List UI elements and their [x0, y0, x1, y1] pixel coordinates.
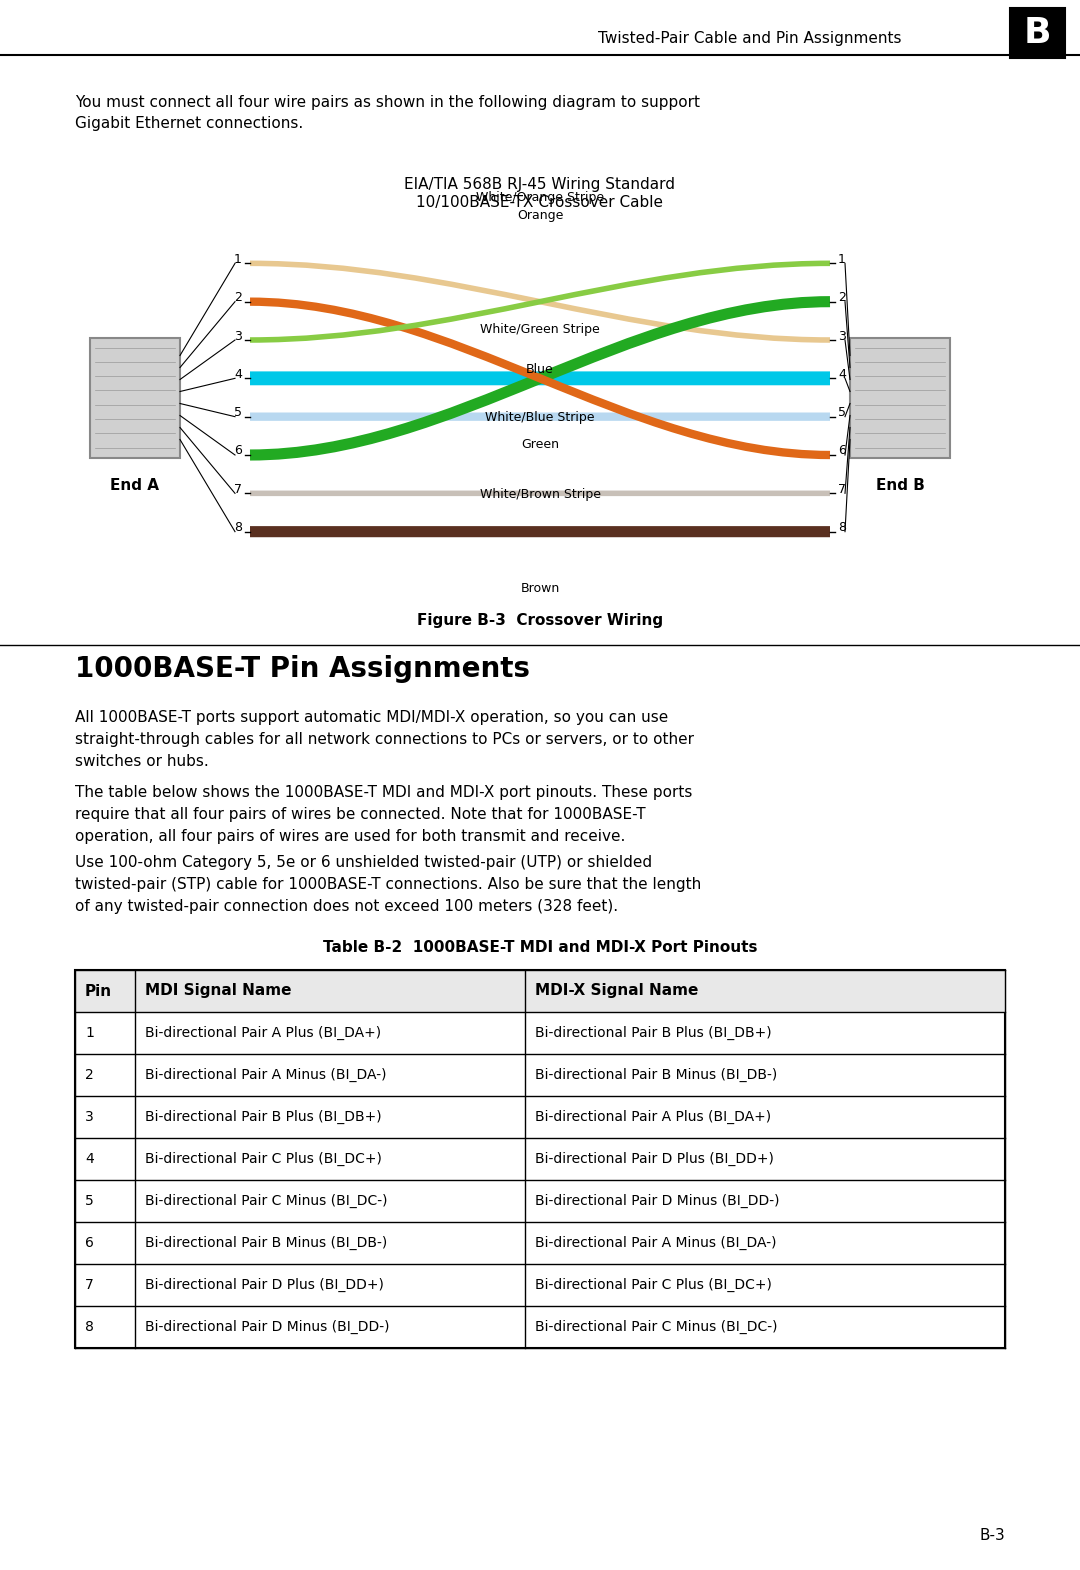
Text: Bi-directional Pair D Minus (BI_DD-): Bi-directional Pair D Minus (BI_DD-): [535, 1193, 780, 1207]
Text: 7: 7: [838, 484, 846, 496]
Text: Figure B-3  Crossover Wiring: Figure B-3 Crossover Wiring: [417, 612, 663, 628]
Text: 4: 4: [838, 367, 846, 382]
Text: Bi-directional Pair D Minus (BI_DD-): Bi-directional Pair D Minus (BI_DD-): [145, 1320, 390, 1334]
Text: Bi-directional Pair C Minus (BI_DC-): Bi-directional Pair C Minus (BI_DC-): [145, 1193, 388, 1207]
FancyBboxPatch shape: [1010, 8, 1065, 58]
Text: Bi-directional Pair C Plus (BI_DC+): Bi-directional Pair C Plus (BI_DC+): [535, 1278, 772, 1292]
Text: Bi-directional Pair B Plus (BI_DB+): Bi-directional Pair B Plus (BI_DB+): [535, 1025, 771, 1039]
Text: 6: 6: [85, 1236, 94, 1250]
Text: 5: 5: [838, 407, 846, 419]
Text: 3: 3: [838, 330, 846, 342]
Text: Bi-directional Pair D Plus (BI_DD+): Bi-directional Pair D Plus (BI_DD+): [145, 1278, 383, 1292]
Text: 1: 1: [85, 1027, 94, 1039]
Text: The table below shows the 1000BASE-T MDI and MDI-X port pinouts. These ports
req: The table below shows the 1000BASE-T MDI…: [75, 785, 692, 845]
Text: End A: End A: [110, 477, 160, 493]
Bar: [75, 970, 1005, 1349]
Text: Blue: Blue: [526, 363, 554, 375]
Text: 6: 6: [234, 444, 242, 457]
FancyBboxPatch shape: [90, 338, 180, 457]
Text: Bi-directional Pair B Minus (BI_DB-): Bi-directional Pair B Minus (BI_DB-): [535, 1068, 778, 1082]
Text: B: B: [1023, 16, 1051, 50]
Text: 2: 2: [234, 290, 242, 305]
Text: 1000BASE-T Pin Assignments: 1000BASE-T Pin Assignments: [75, 655, 530, 683]
Text: 5: 5: [85, 1195, 94, 1207]
Text: Bi-directional Pair A Plus (BI_DA+): Bi-directional Pair A Plus (BI_DA+): [145, 1025, 381, 1039]
Text: 5: 5: [234, 407, 242, 419]
Text: White/Brown Stripe: White/Brown Stripe: [480, 488, 600, 501]
Text: 4: 4: [85, 1152, 94, 1167]
FancyBboxPatch shape: [850, 338, 950, 457]
Text: Orange: Orange: [517, 209, 563, 221]
Text: 2: 2: [838, 290, 846, 305]
Text: Use 100-ohm Category 5, 5e or 6 unshielded twisted-pair (UTP) or shielded
twiste: Use 100-ohm Category 5, 5e or 6 unshield…: [75, 856, 701, 914]
Text: 7: 7: [234, 484, 242, 496]
Text: White/Blue Stripe: White/Blue Stripe: [485, 411, 595, 424]
Text: 8: 8: [85, 1320, 94, 1334]
Text: Bi-directional Pair A Minus (BI_DA-): Bi-directional Pair A Minus (BI_DA-): [145, 1068, 387, 1082]
Text: 1: 1: [234, 253, 242, 265]
Text: 4: 4: [234, 367, 242, 382]
Text: Bi-directional Pair D Plus (BI_DD+): Bi-directional Pair D Plus (BI_DD+): [535, 1152, 774, 1167]
Bar: [75, 970, 1005, 1013]
Text: Bi-directional Pair B Minus (BI_DB-): Bi-directional Pair B Minus (BI_DB-): [145, 1236, 388, 1250]
Text: Green: Green: [521, 438, 559, 451]
Text: 8: 8: [838, 521, 846, 534]
Text: White/Green Stripe: White/Green Stripe: [481, 322, 599, 336]
Text: Bi-directional Pair C Minus (BI_DC-): Bi-directional Pair C Minus (BI_DC-): [535, 1320, 778, 1334]
Text: 1: 1: [838, 253, 846, 265]
Text: Pin: Pin: [85, 983, 112, 999]
Text: MDI Signal Name: MDI Signal Name: [145, 983, 292, 999]
Text: Bi-directional Pair A Minus (BI_DA-): Bi-directional Pair A Minus (BI_DA-): [535, 1236, 777, 1250]
Text: 3: 3: [234, 330, 242, 342]
Text: White/Orange Stripe: White/Orange Stripe: [476, 190, 604, 204]
Text: Brown: Brown: [521, 581, 559, 595]
Text: End B: End B: [876, 477, 924, 493]
Text: 2: 2: [85, 1068, 94, 1082]
Text: Bi-directional Pair B Plus (BI_DB+): Bi-directional Pair B Plus (BI_DB+): [145, 1110, 381, 1124]
Text: 8: 8: [234, 521, 242, 534]
Text: All 1000BASE-T ports support automatic MDI/MDI-X operation, so you can use
strai: All 1000BASE-T ports support automatic M…: [75, 710, 694, 769]
Text: MDI-X Signal Name: MDI-X Signal Name: [535, 983, 699, 999]
Text: 6: 6: [838, 444, 846, 457]
Text: B-3: B-3: [980, 1528, 1005, 1542]
Text: EIA/TIA 568B RJ-45 Wiring Standard: EIA/TIA 568B RJ-45 Wiring Standard: [405, 177, 675, 193]
Text: 10/100BASE-TX Crossover Cable: 10/100BASE-TX Crossover Cable: [417, 195, 663, 209]
Text: Twisted-Pair Cable and Pin Assignments: Twisted-Pair Cable and Pin Assignments: [598, 30, 902, 46]
Text: Table B-2  1000BASE-T MDI and MDI-X Port Pinouts: Table B-2 1000BASE-T MDI and MDI-X Port …: [323, 940, 757, 955]
Text: 7: 7: [85, 1278, 94, 1292]
Text: 3: 3: [85, 1110, 94, 1124]
Text: Bi-directional Pair A Plus (BI_DA+): Bi-directional Pair A Plus (BI_DA+): [535, 1110, 771, 1124]
Text: Bi-directional Pair C Plus (BI_DC+): Bi-directional Pair C Plus (BI_DC+): [145, 1152, 382, 1167]
Text: You must connect all four wire pairs as shown in the following diagram to suppor: You must connect all four wire pairs as …: [75, 96, 700, 130]
